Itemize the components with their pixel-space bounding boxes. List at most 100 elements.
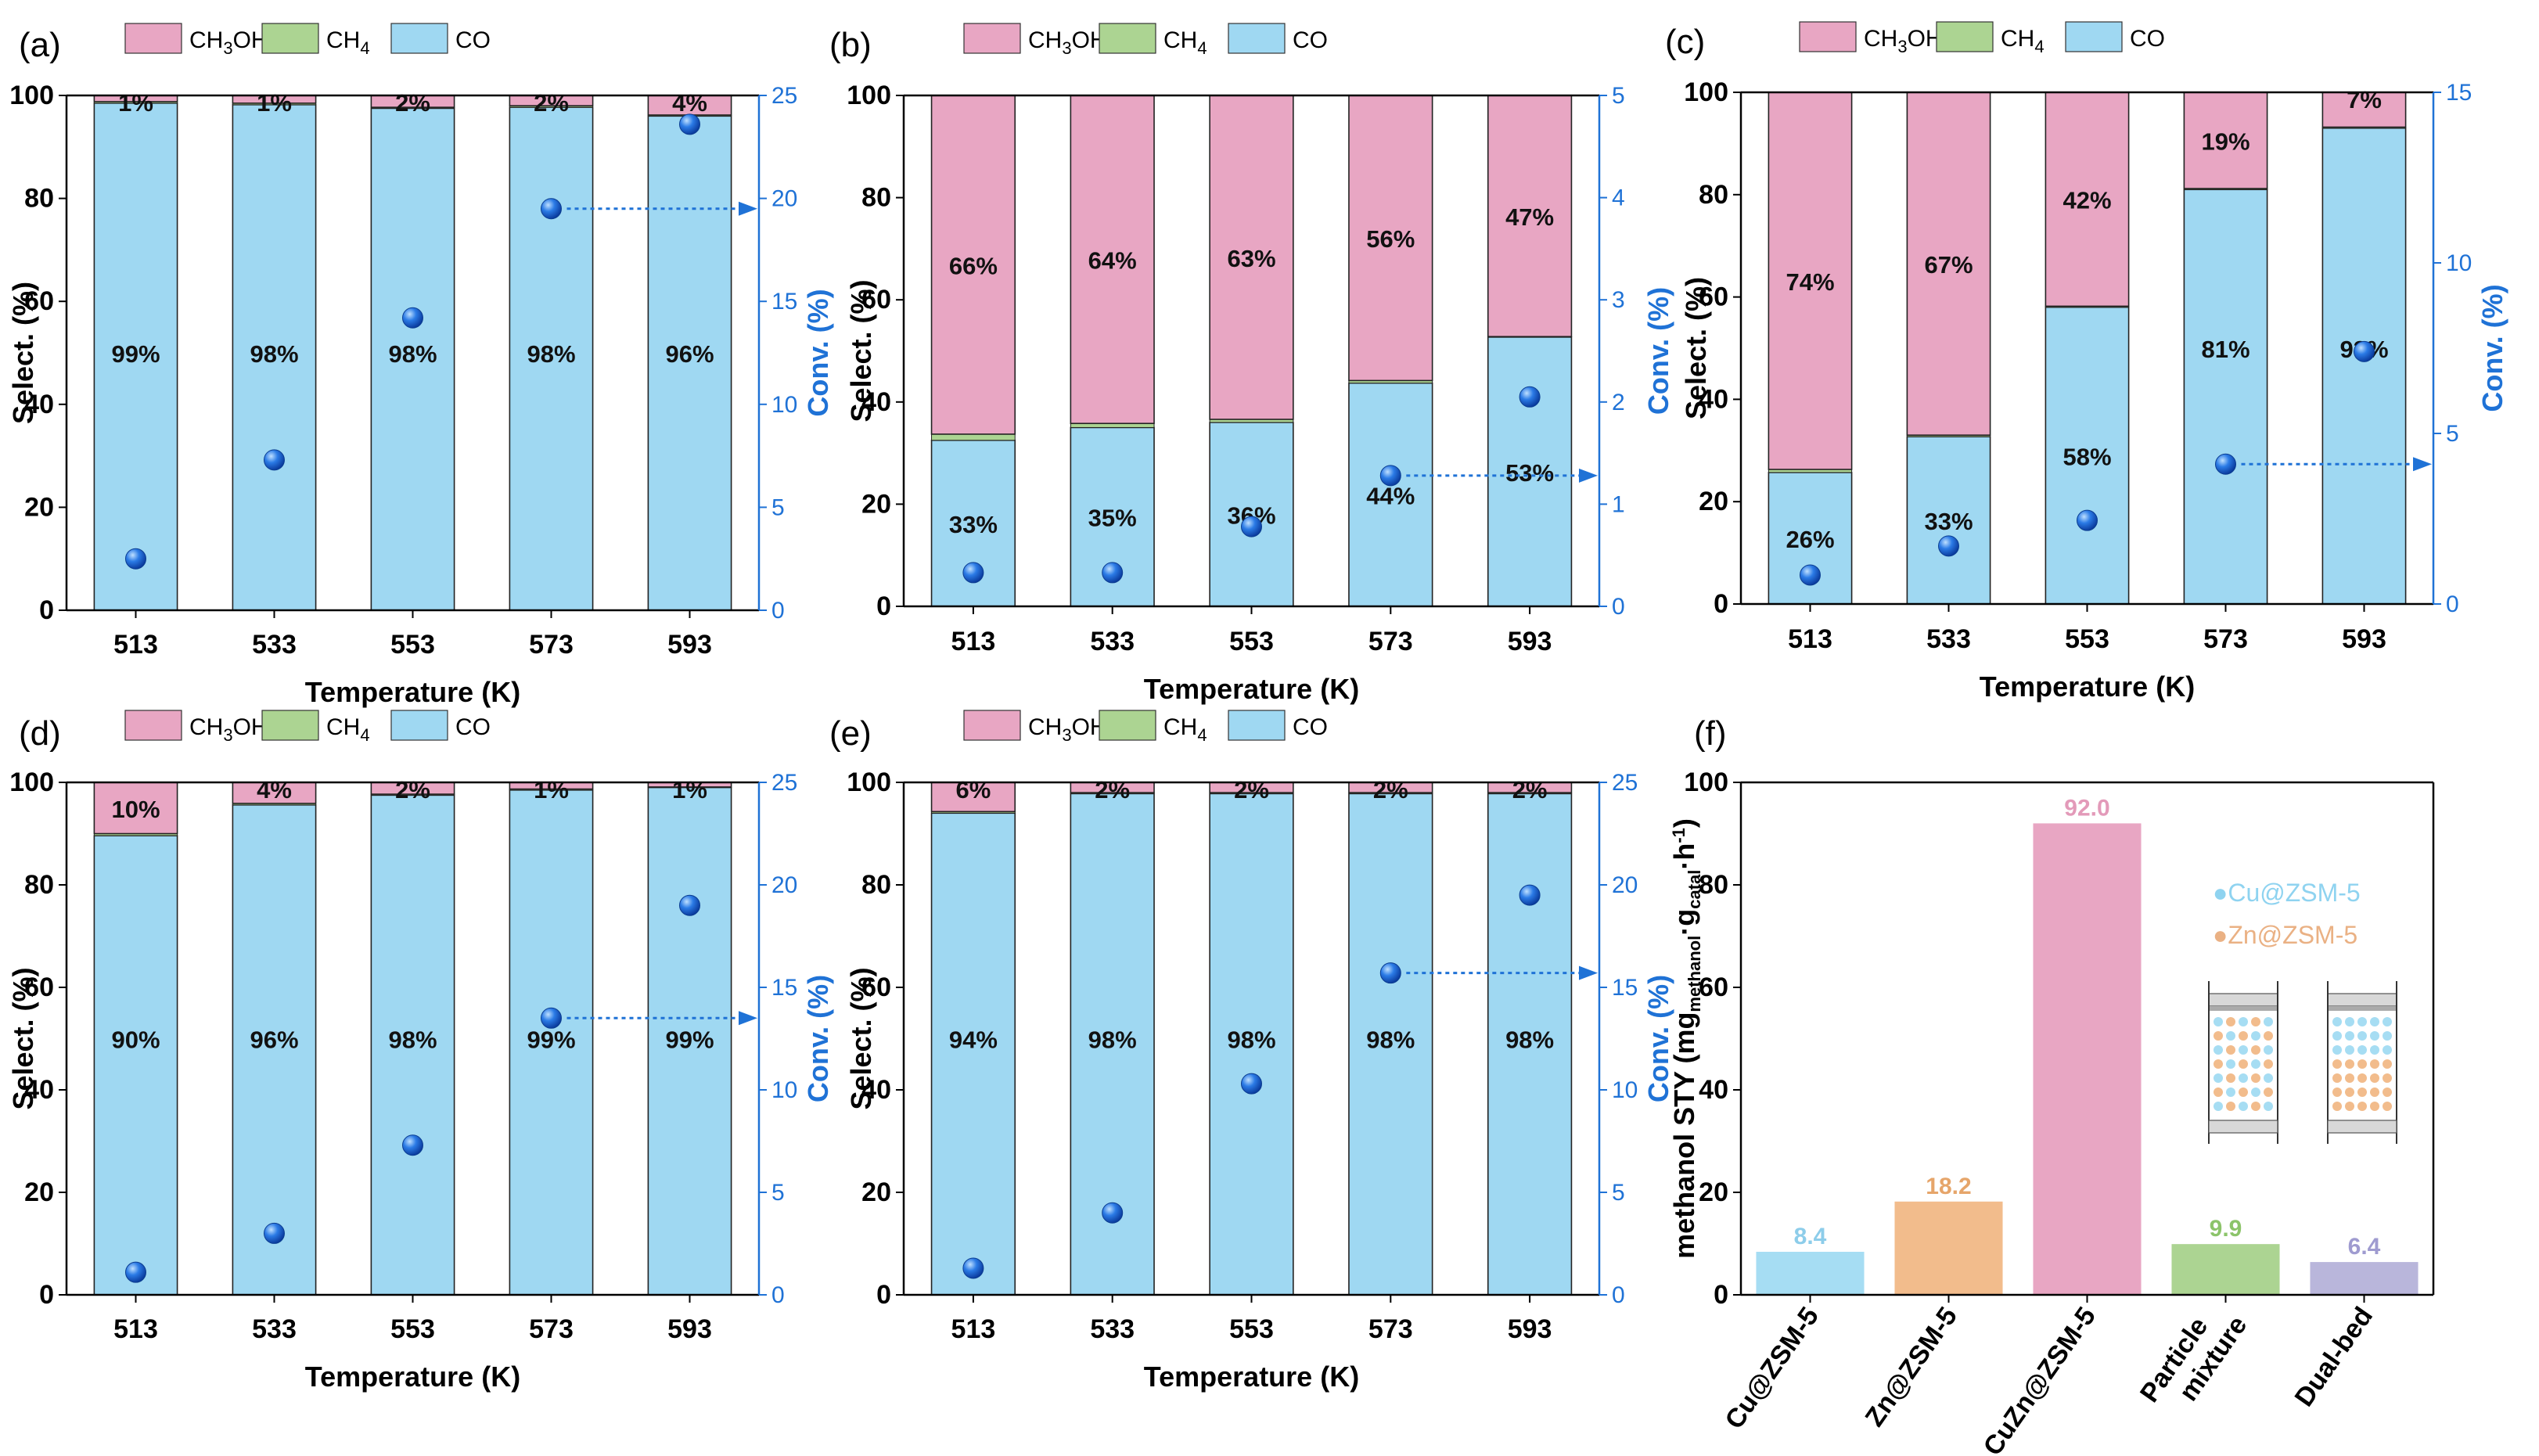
x-tick-label: 513 xyxy=(113,1314,158,1344)
conversion-point xyxy=(1102,1202,1124,1224)
y2-tick-label: 10 xyxy=(771,1077,797,1103)
x-tick-label: 593 xyxy=(667,630,712,660)
bar-sty xyxy=(2310,1262,2419,1295)
catalyst-particle xyxy=(2345,1059,2354,1069)
legend-label-ch4: CH4 xyxy=(1163,714,1207,745)
y2-tick-label: 1 xyxy=(1612,491,1625,517)
y-tick-label: 80 xyxy=(861,183,891,213)
inset-zn-label: ●Zn@ZSM-5 xyxy=(2213,921,2357,949)
catalyst-particle xyxy=(2345,1073,2354,1083)
legend-label-ch3oh: CH3OH xyxy=(1028,714,1107,745)
panel-label: (d) xyxy=(19,714,61,753)
conversion-point xyxy=(1938,535,1959,557)
bar-ch3oh xyxy=(93,782,178,835)
co-percent-label: 33% xyxy=(1924,508,1973,535)
x-tick-label: 553 xyxy=(390,1314,435,1344)
bar-sty xyxy=(1756,1251,1865,1295)
y-tick-label: 100 xyxy=(9,81,54,110)
bar-co xyxy=(1487,336,1573,607)
catalyst-particle xyxy=(2264,1031,2273,1041)
y2-tick-label: 5 xyxy=(1612,1180,1625,1206)
legend-swatch-ch4 xyxy=(1099,23,1156,54)
conversion-point xyxy=(402,307,423,329)
legend-label-ch3oh: CH3OH xyxy=(1028,27,1107,58)
catalyst-particle xyxy=(2357,1031,2367,1041)
conversion-arrow-head xyxy=(739,201,757,216)
inset-cu-label: ●Cu@ZSM-5 xyxy=(2213,879,2361,907)
y-tick-label: 40 xyxy=(1699,384,1728,414)
conversion-point xyxy=(2077,509,2098,531)
bar-co xyxy=(1348,382,1433,607)
catalyst-particle xyxy=(2345,1031,2354,1041)
legend-swatch-ch4 xyxy=(1099,710,1156,741)
ch3oh-percent-label: 2% xyxy=(534,89,569,117)
x-tick-label: 553 xyxy=(2065,624,2109,654)
y-tick-label: 80 xyxy=(24,870,54,900)
y-tick-label: 20 xyxy=(1699,487,1728,516)
y-tick-label: 80 xyxy=(1699,870,1728,900)
y-tick-label: 20 xyxy=(24,492,54,522)
conversion-point xyxy=(125,548,146,570)
y-tick-label: 80 xyxy=(1699,180,1728,210)
y2-axis-title: Conv. (%) xyxy=(2476,284,2508,412)
bar-co xyxy=(930,812,1016,1296)
catalyst-particle xyxy=(2226,1102,2235,1111)
bar-value-label: 92.0 xyxy=(2064,795,2109,821)
conversion-arrow-head xyxy=(2413,457,2432,472)
ch3oh-percent-label: 10% xyxy=(111,796,160,823)
conversion-point xyxy=(1379,465,1401,487)
x-tick-label: 553 xyxy=(1229,1314,1274,1344)
y-tick-label: 60 xyxy=(861,972,891,1002)
inset-legend: ●Cu@ZSM-5 ●Zn@ZSM-5 xyxy=(2213,879,2361,949)
legend-swatch-ch3oh xyxy=(124,23,182,54)
panel-label: (a) xyxy=(19,26,61,64)
bar-sty xyxy=(1894,1201,2003,1295)
legend-label-co: CO xyxy=(1293,27,1328,53)
panel-c: (c) CH3OH CH4 CO 26% 74% 513 33% 67% 533 58% 42% 553… xyxy=(1665,21,2508,703)
x-tick-label: 533 xyxy=(1090,1314,1135,1344)
legend-swatch-co xyxy=(1228,710,1286,741)
conversion-point xyxy=(1519,386,1541,408)
panel-a: (a) CH3OH CH4 CO 99% 1% 513 98% 1% 533 98% 2% 553 98%… xyxy=(7,23,834,708)
y-tick-label: 100 xyxy=(1684,768,1728,797)
catalyst-particle xyxy=(2214,1073,2223,1083)
legend-swatch-ch4 xyxy=(1936,21,1994,52)
legend: CH3OH CH4 CO xyxy=(963,23,1328,58)
catalyst-particle xyxy=(2251,1102,2260,1111)
catalyst-particle xyxy=(2357,1073,2367,1083)
y2-axis-title: Conv. (%) xyxy=(802,975,834,1102)
ch3oh-percent-label: 1% xyxy=(257,89,292,117)
conversion-point xyxy=(541,198,562,220)
x-axis-title: Temperature (K) xyxy=(1144,673,1359,705)
conversion-arrow-head xyxy=(1579,468,1598,483)
ch3oh-percent-label: 4% xyxy=(672,89,707,117)
conversion-point xyxy=(679,113,700,135)
y-tick-label: 100 xyxy=(1684,77,1728,107)
conversion-point xyxy=(679,894,700,916)
co-percent-label: 90% xyxy=(111,1026,160,1054)
bar-co xyxy=(2183,189,2268,605)
legend-label-ch3oh: CH3OH xyxy=(189,27,268,58)
y-tick-label: 40 xyxy=(861,1075,891,1105)
legend-label-ch3oh: CH3OH xyxy=(1864,26,1943,56)
legend-label-ch4: CH4 xyxy=(2001,26,2045,56)
y-axis-title: Select. (%) xyxy=(7,967,39,1109)
conversion-point xyxy=(1800,564,1821,586)
catalyst-particle xyxy=(2345,1017,2354,1026)
x-axis-title: Temperature (K) xyxy=(305,676,520,708)
y2-tick-label: 25 xyxy=(1612,770,1638,796)
y2-tick-label: 5 xyxy=(2446,421,2459,447)
bar-ch3oh xyxy=(232,782,317,804)
catalyst-particle xyxy=(2332,1088,2342,1097)
y-tick-label: 40 xyxy=(861,387,891,417)
catalyst-particle xyxy=(2239,1031,2248,1041)
x-tick-label: 593 xyxy=(2342,624,2386,654)
legend-swatch-ch3oh xyxy=(963,710,1021,741)
bar-co xyxy=(93,102,178,611)
y-tick-label: 40 xyxy=(1699,1075,1728,1105)
reactor-cap-bottom xyxy=(2327,1120,2397,1134)
x-axis-title: Temperature (K) xyxy=(1144,1361,1359,1393)
legend-swatch-ch4 xyxy=(261,23,319,54)
legend: CH3OH CH4 CO xyxy=(124,23,491,58)
